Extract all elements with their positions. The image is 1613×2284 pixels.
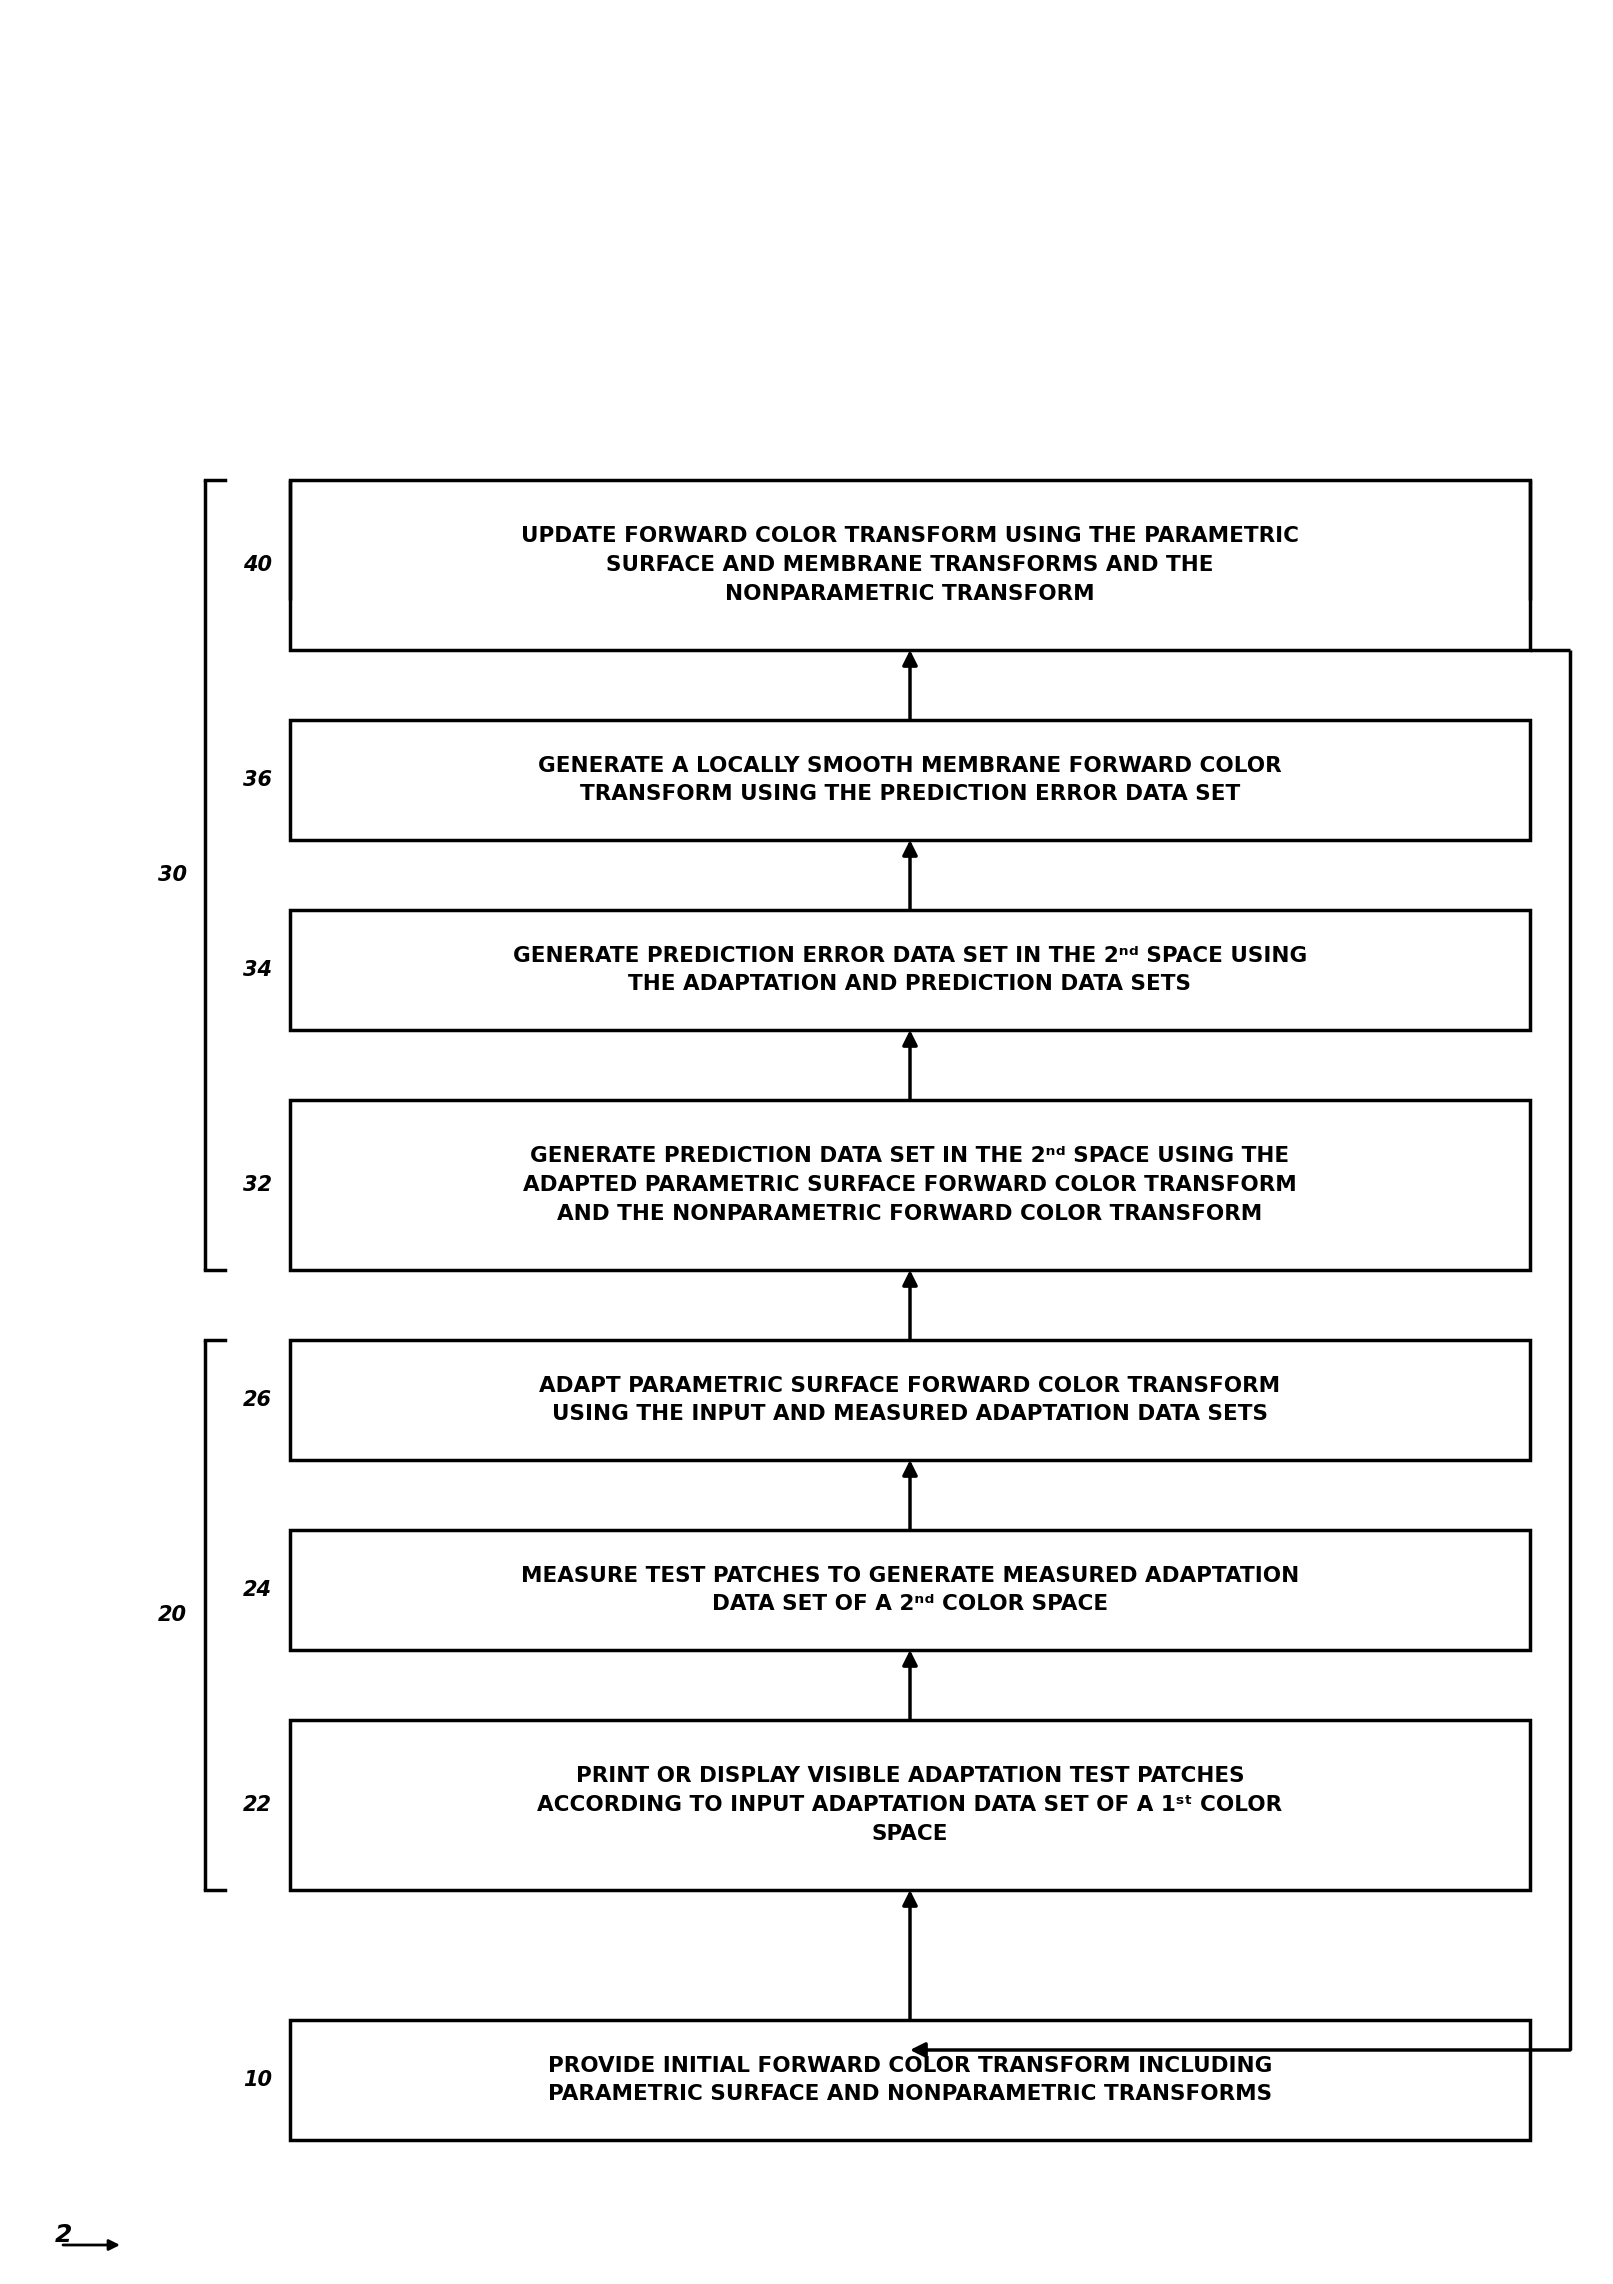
Bar [290,909,1531,1030]
Text: 22: 22 [244,1795,273,1816]
Bar [290,1101,1531,1270]
Bar [290,719,1531,841]
Text: ADAPT PARAMETRIC SURFACE FORWARD COLOR TRANSFORM
USING THE INPUT AND MEASURED AD: ADAPT PARAMETRIC SURFACE FORWARD COLOR T… [539,1375,1281,1425]
Text: 10: 10 [244,2069,273,2090]
Text: UPDATE FORWARD COLOR TRANSFORM USING THE PARAMETRIC
SURFACE AND MEMBRANE TRANSFO: UPDATE FORWARD COLOR TRANSFORM USING THE… [521,525,1298,603]
Text: 24: 24 [244,1581,273,1601]
Text: GENERATE A LOCALLY SMOOTH MEMBRANE FORWARD COLOR
TRANSFORM USING THE PREDICTION : GENERATE A LOCALLY SMOOTH MEMBRANE FORWA… [539,756,1282,804]
Bar [290,1341,1531,1459]
Text: 30: 30 [158,866,187,884]
Text: PROVIDE INITIAL FORWARD COLOR TRANSFORM INCLUDING
PARAMETRIC SURFACE AND NONPARA: PROVIDE INITIAL FORWARD COLOR TRANSFORM … [548,2056,1273,2104]
Bar [290,1720,1531,1889]
Bar [290,2019,1531,2140]
Text: 26: 26 [244,1391,273,1409]
Text: GENERATE PREDICTION ERROR DATA SET IN THE 2ⁿᵈ SPACE USING
THE ADAPTATION AND PRE: GENERATE PREDICTION ERROR DATA SET IN TH… [513,946,1307,994]
Text: 2: 2 [55,2222,73,2247]
Text: 40: 40 [244,555,273,576]
Text: MEASURE TEST PATCHES TO GENERATE MEASURED ADAPTATION
DATA SET OF A 2ⁿᵈ COLOR SPA: MEASURE TEST PATCHES TO GENERATE MEASURE… [521,1565,1298,1615]
Text: GENERATE PREDICTION DATA SET IN THE 2ⁿᵈ SPACE USING THE
ADAPTED PARAMETRIC SURFA: GENERATE PREDICTION DATA SET IN THE 2ⁿᵈ … [523,1147,1297,1224]
Text: 36: 36 [244,770,273,790]
Text: PRINT OR DISPLAY VISIBLE ADAPTATION TEST PATCHES
ACCORDING TO INPUT ADAPTATION D: PRINT OR DISPLAY VISIBLE ADAPTATION TEST… [537,1766,1282,1843]
Bar [290,480,1531,651]
Text: 32: 32 [244,1174,273,1195]
Text: 20: 20 [158,1606,187,1624]
Text: 34: 34 [244,959,273,980]
Bar [290,1530,1531,1649]
